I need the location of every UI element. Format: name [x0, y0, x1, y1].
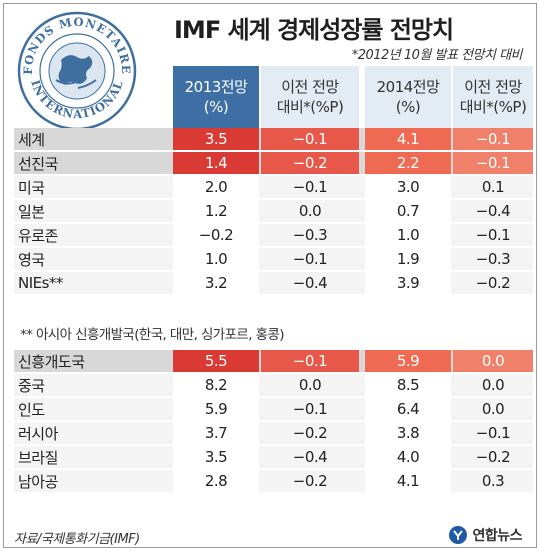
value-cell: 3.5	[173, 128, 259, 150]
value-cell: −0.1	[261, 128, 359, 150]
source-credit: 자료/국제통화기금(IMF)	[14, 532, 140, 547]
table-row: 남아공 2.8 −0.2 4.1 0.3	[14, 470, 533, 492]
header-2014-forecast: 2014전망 (%)	[365, 66, 451, 128]
value-cell: −0.1	[453, 128, 533, 150]
row-label: 인도	[18, 400, 45, 419]
value-cell: 1.0	[173, 248, 259, 270]
value-cell: −0.1	[292, 400, 328, 418]
value-cell: −0.1	[475, 226, 511, 244]
value-cell: −0.2	[173, 224, 259, 246]
value-cell: 3.5	[173, 446, 259, 468]
value-cell: 0.0	[481, 400, 505, 418]
table-row: 중국 8.2 0.0 8.5 0.0	[14, 374, 533, 396]
value-cell: −0.2	[292, 424, 328, 442]
value-cell: 5.5	[173, 350, 259, 372]
row-label: 유로존	[18, 226, 58, 245]
value-cell: 2.8	[173, 470, 259, 492]
value-cell: 0.0	[481, 376, 505, 394]
table-row: 영국 1.0 −0.1 1.9 −0.3	[14, 248, 533, 270]
row-label: 신흥개도국	[18, 352, 85, 371]
value-cell: 1.0	[365, 224, 451, 246]
value-cell: 8.2	[173, 374, 259, 396]
row-label: 브라질	[18, 448, 58, 467]
value-cell: 1.2	[173, 200, 259, 222]
chart-frame: FONDS MONETAIRE INTERNATIONAL IMF 세계 경제성…	[3, 3, 537, 548]
value-cell: 1.4	[173, 152, 259, 174]
table-row: 미국 2.0 −0.1 3.0 0.1	[14, 176, 533, 198]
table-row: 일본 1.2 0.0 0.7 −0.4	[14, 200, 533, 222]
value-cell: 0.1	[481, 178, 505, 196]
value-cell: 3.2	[173, 272, 259, 294]
value-cell: 0.7	[365, 200, 451, 222]
row-label: 남아공	[18, 472, 58, 491]
value-cell: 3.9	[365, 272, 451, 294]
table-row: NIEs** 3.2 −0.4 3.9 −0.2	[14, 272, 533, 294]
value-cell: 6.4	[365, 398, 451, 420]
table-row: 선진국 1.4 −0.2 2.2 −0.1	[14, 152, 533, 174]
value-cell: 0.0	[298, 202, 322, 220]
header-2014-change: 이전 전망 대비*(%P)	[453, 66, 533, 128]
value-cell: 3.0	[365, 176, 451, 198]
table-row: 러시아 3.7 −0.2 3.8 −0.1	[14, 422, 533, 444]
table-row: 인도 5.9 −0.1 6.4 0.0	[14, 398, 533, 420]
nies-footnote: ** 아시아 신흥개발국(한국, 대만, 싱가포르, 홍콩)	[20, 327, 285, 343]
value-cell: −0.1	[292, 250, 328, 268]
value-cell: −0.1	[453, 152, 533, 174]
value-cell: 8.5	[365, 374, 451, 396]
value-cell: 4.0	[365, 446, 451, 468]
value-cell: −0.2	[261, 152, 359, 174]
comparison-note: *2012년 10월 발표 전망치 대비	[351, 48, 523, 63]
value-cell: −0.1	[475, 424, 511, 442]
value-cell: 0.0	[453, 350, 533, 372]
value-cell: −0.3	[292, 226, 328, 244]
value-cell: 0.0	[298, 376, 322, 394]
value-cell: 2.0	[173, 176, 259, 198]
header-2013-change: 이전 전망 대비*(%P)	[261, 66, 359, 128]
row-label: 미국	[18, 178, 45, 197]
value-cell: −0.3	[475, 250, 511, 268]
value-cell: 2.2	[365, 152, 451, 174]
table-row: 브라질 3.5 −0.4 4.0 −0.2	[14, 446, 533, 468]
value-cell: −0.1	[292, 178, 328, 196]
row-label: 러시아	[18, 424, 58, 443]
chart-title: IMF 세계 경제성장률 전망치	[174, 16, 454, 44]
value-cell: −0.1	[261, 350, 359, 372]
value-cell: −0.4	[292, 274, 328, 292]
row-label: 영국	[18, 250, 45, 269]
value-cell: 1.9	[365, 248, 451, 270]
yonhap-logo-icon	[449, 526, 468, 544]
row-label: 중국	[18, 376, 45, 395]
value-cell: −0.2	[475, 274, 511, 292]
table-row: 신흥개도국 5.5 −0.1 5.9 0.0	[14, 350, 533, 372]
value-cell: 4.1	[365, 128, 451, 150]
value-cell: −0.4	[475, 202, 511, 220]
value-cell: −0.2	[475, 448, 511, 466]
value-cell: 4.1	[365, 470, 451, 492]
row-label: 일본	[18, 202, 45, 221]
imf-seal-logo: FONDS MONETAIRE INTERNATIONAL	[17, 11, 137, 131]
value-cell: 3.7	[173, 422, 259, 444]
row-label: 선진국	[18, 154, 58, 173]
brand-name: 연합뉴스	[472, 528, 522, 544]
row-label: 세계	[18, 130, 45, 149]
header-2013-forecast: 2013전망 (%)	[173, 66, 259, 128]
row-label: NIEs**	[18, 274, 63, 292]
value-cell: −0.4	[292, 448, 328, 466]
value-cell: 3.8	[365, 422, 451, 444]
table-row: 세계 3.5 −0.1 4.1 −0.1	[14, 128, 533, 150]
value-cell: 5.9	[173, 398, 259, 420]
yonhap-brand: 연합뉴스	[448, 523, 522, 547]
value-cell: 0.3	[481, 472, 505, 490]
value-cell: −0.2	[292, 472, 328, 490]
value-cell: 5.9	[365, 350, 451, 372]
table-row: 유로존 −0.2 −0.3 1.0 −0.1	[14, 224, 533, 246]
